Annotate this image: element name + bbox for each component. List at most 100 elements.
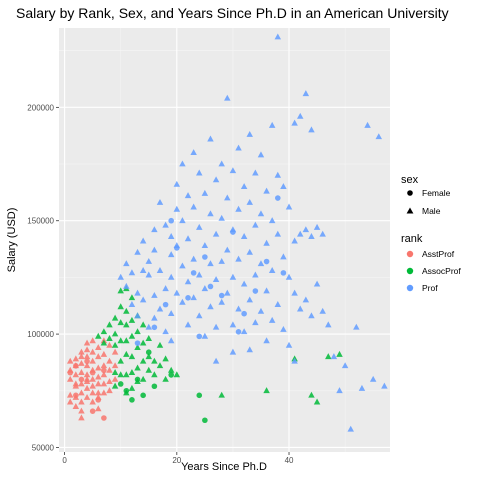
prof-male-point [353,323,360,330]
prof-female-point [174,245,180,251]
assocprof-female-point [129,397,135,403]
prof-male-point [280,325,287,332]
asstprof-male-point [78,407,85,414]
assocprof-male-point [336,350,343,357]
prof-male-point [257,210,265,217]
prof-male-point [139,296,147,303]
prof-male-point [235,205,242,212]
assocprof-female-point [202,417,208,424]
asstprof-male-point [78,414,85,421]
prof-female-point [190,270,197,276]
prof-male-point [375,133,383,140]
prof-male-point [274,33,282,40]
asstprof-male-point [72,380,80,387]
prof-male-point [190,149,197,156]
asstprof-male-point [95,353,102,360]
assocprof-female-point [140,392,146,399]
prof-male-point [240,328,248,335]
prof-male-point [325,321,332,328]
y-tick-label: 50000 [32,443,55,452]
asstprof-male-point [106,366,113,373]
prof-female-point [134,340,141,346]
prof-female-point [280,270,287,276]
assocprof-female-point [168,372,175,378]
prof-male-point [302,226,310,233]
prof-male-point [224,289,231,296]
prof-male-point [240,183,248,190]
prof-male-point [364,121,371,128]
legend-female-key [407,190,413,196]
prof-male-point [358,384,366,391]
prof-male-point [285,341,293,348]
legend-prof-label: Prof [422,283,438,293]
assocprof-male-point [95,332,102,339]
asstprof-female-point [73,363,79,369]
prof-male-point [218,160,225,167]
prof-male-point [201,332,209,339]
prof-female-point [241,310,247,317]
prof-female-point [162,301,169,308]
assocprof-male-point [117,371,124,378]
assocprof-male-point [162,355,169,362]
legend-rank-title: rank [401,233,423,245]
prof-male-point [257,151,265,158]
prof-male-point [184,321,192,328]
assocprof-male-point [123,337,130,344]
prof-female-point [185,295,191,301]
prof-male-point [196,312,203,319]
assocprof-male-point [156,362,164,369]
asstprof-female-point [67,369,74,376]
prof-male-point [151,314,158,321]
data-points [66,33,388,432]
legend-assocprof-key [406,267,414,275]
prof-male-point [268,217,276,224]
assocprof-male-point [167,366,175,373]
assocprof-male-point [106,335,113,341]
asstprof-male-point [83,346,91,353]
prof-male-point [319,230,326,237]
assocprof-male-point [100,328,108,335]
prof-male-point [167,310,175,317]
prof-male-point [229,167,237,174]
assocprof-male-point [128,353,136,360]
prof-male-point [246,130,253,137]
asstprof-male-point [111,375,119,382]
plot-panel [59,28,390,452]
prof-male-point [246,296,253,303]
prof-male-point [369,375,377,382]
prof-female-point [207,283,214,290]
prof-male-point [235,255,242,262]
legend-asstprof-label: AsstProf [422,249,455,259]
prof-male-point [319,307,326,314]
asstprof-male-point [100,362,108,369]
asstprof-male-point [78,353,85,360]
prof-male-point [336,387,343,394]
prof-female-point [230,229,236,235]
assocprof-male-point [128,316,136,323]
prof-male-point [139,237,147,244]
prof-male-point [252,319,259,326]
prof-male-point [229,348,237,355]
asstprof-male-point [83,384,91,391]
asstprof-male-point [78,369,85,375]
legend-male-key [406,207,414,214]
prof-male-point [224,194,231,201]
prof-male-point [268,121,276,128]
prof-male-point [184,192,192,199]
prof-male-point [145,271,153,278]
prof-male-point [212,230,220,237]
prof-male-point [156,198,164,205]
prof-male-point [218,298,225,305]
assocprof-male-point [117,319,124,326]
prof-male-point [257,307,265,314]
assocprof-male-point [162,375,169,382]
prof-male-point [263,187,270,194]
prof-male-point [179,262,186,269]
assocprof-male-point [128,369,136,375]
prof-female-point [202,254,208,260]
prof-male-point [117,273,124,280]
prof-male-point [296,230,304,237]
asstprof-male-point [72,403,80,409]
asstprof-male-point [83,371,91,378]
prof-male-point [235,144,242,151]
